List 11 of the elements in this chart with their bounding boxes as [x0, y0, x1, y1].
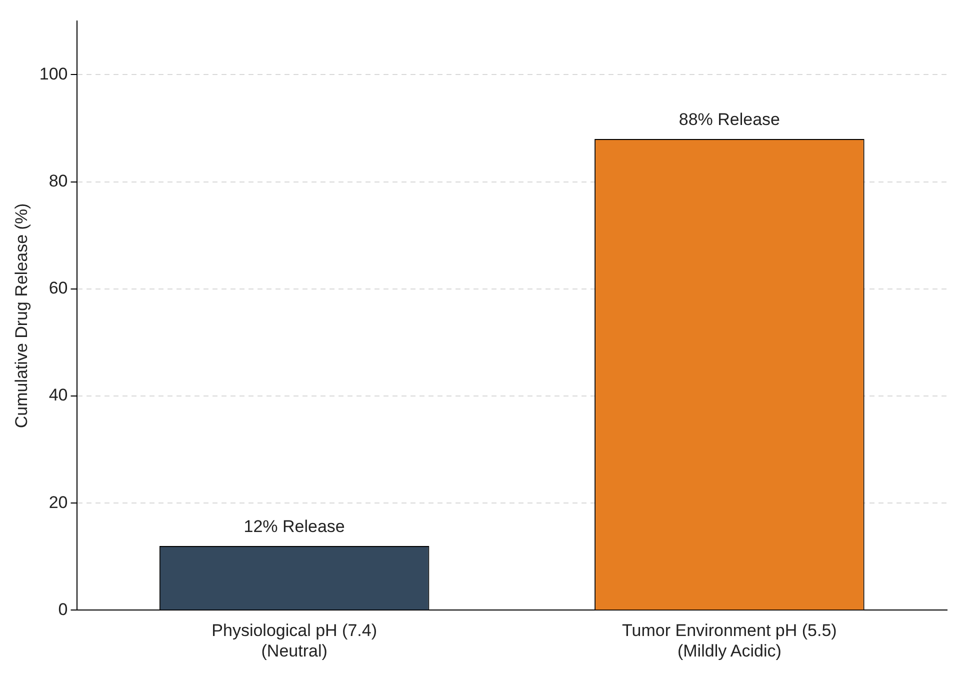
y-tick-label: 80: [48, 172, 68, 191]
data-label: 88% Release: [678, 110, 780, 130]
y-tick-label: 100: [39, 64, 68, 84]
x-tick-label: Tumor Environment pH (5.5) (Mildly Acidic): [622, 621, 837, 660]
x-tick-label: Physiological pH (7.4) (Neutral): [212, 621, 378, 660]
data-label: 12% Release: [244, 517, 345, 536]
y-tick-label: 0: [58, 600, 68, 619]
y-tick-label: 60: [48, 278, 68, 298]
y-axis-title: Cumulative Drug Release (%): [12, 203, 31, 428]
y-tick-label: 20: [48, 492, 68, 512]
y-tick-label: 40: [48, 386, 68, 405]
